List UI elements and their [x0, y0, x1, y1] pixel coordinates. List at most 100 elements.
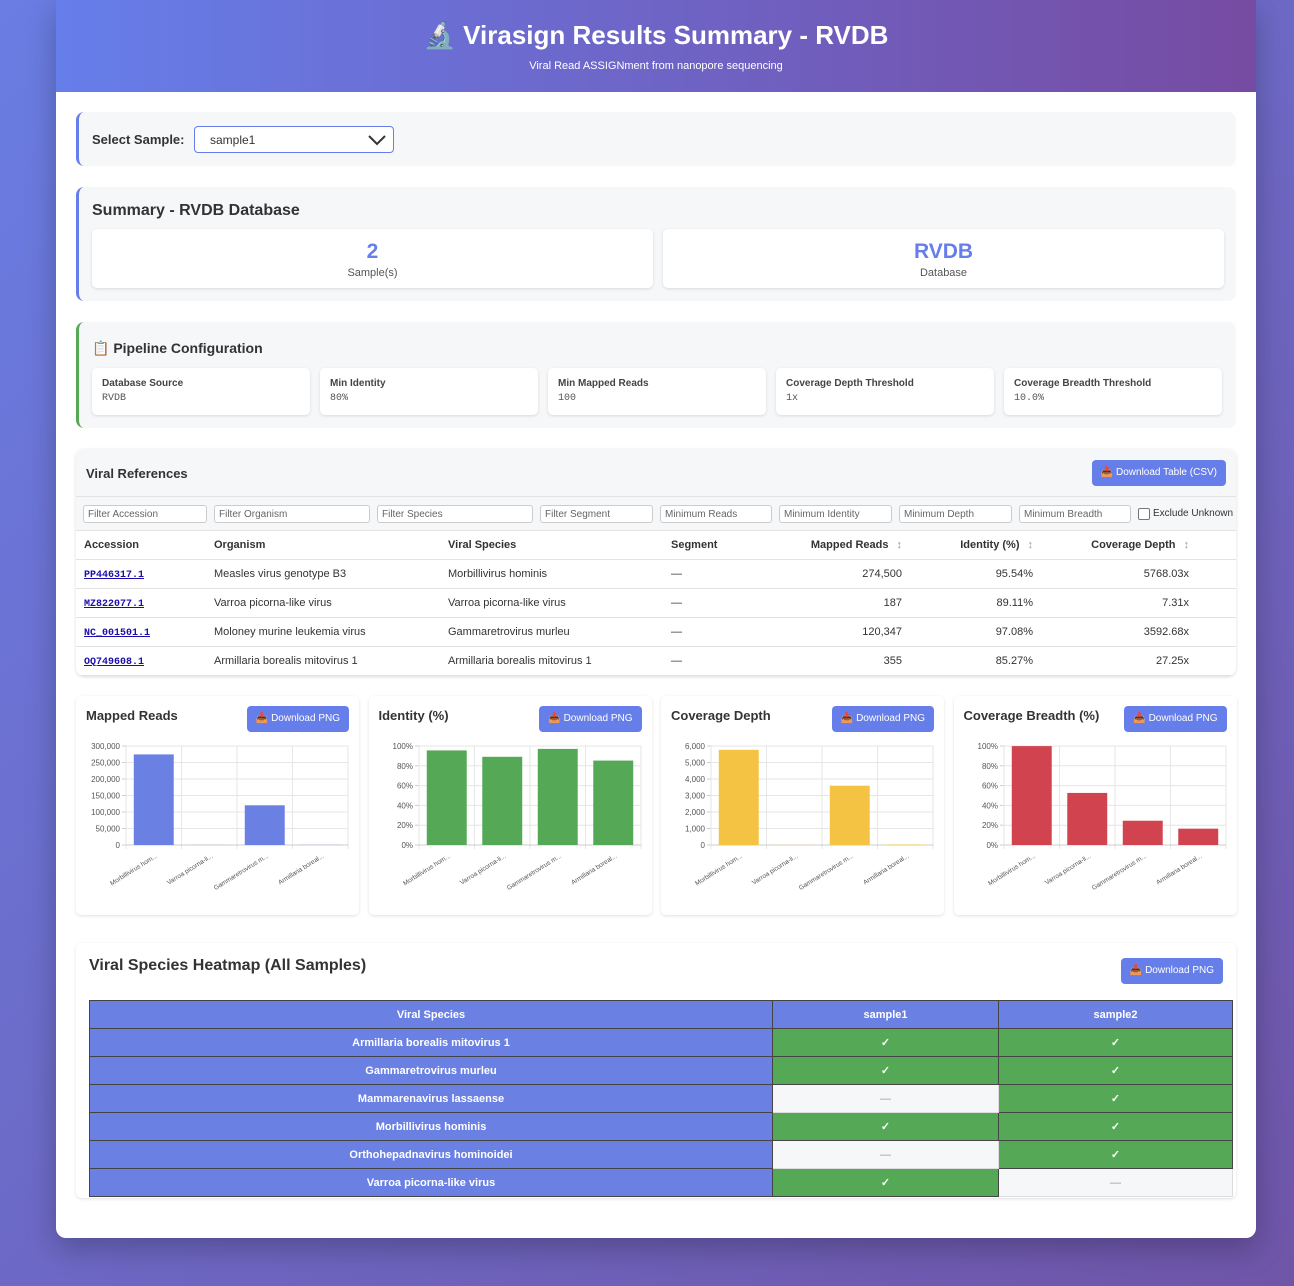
heatmap-species: Morbillivirus hominis: [89, 1112, 773, 1141]
bar: [829, 785, 870, 845]
table-row: MZ822077.1 Varroa picorna-like virus Varro…: [76, 588, 1236, 618]
bar: [133, 754, 174, 845]
y-tick-label: 5,000: [685, 759, 706, 768]
table-cell: 7.31x: [1041, 588, 1197, 618]
table-cell: 97.08%: [910, 617, 1041, 647]
download-png-button[interactable]: 📥 Download PNG: [539, 706, 642, 732]
stat-label: Database: [919, 267, 968, 279]
config-label: Min Mapped Reads: [558, 378, 649, 389]
filter-input[interactable]: Filter Segment: [540, 504, 653, 523]
heatmap-header-row: Viral Species sample1 sample2: [89, 1000, 1233, 1029]
table-cell: 3592.68x: [1041, 617, 1197, 647]
chart: 0 50,000 100,000 150,000 200,000 250,000 300,0…: [91, 742, 349, 892]
heatmap-column-header: sample1: [772, 1000, 999, 1029]
y-tick-label: 150,000: [91, 792, 120, 801]
table-cell: NC_001501.1: [76, 617, 206, 647]
table-cell: MZ822077.1: [76, 588, 206, 618]
filter-input[interactable]: Minimum Breadth: [1019, 504, 1131, 523]
x-tick-label: Armillaria boreal...: [862, 853, 910, 887]
table-cell: —: [663, 588, 764, 618]
references-header: Viral References 📥 Download Table (CSV): [76, 449, 1236, 497]
column-title: Organism: [214, 539, 266, 551]
filter-input[interactable]: Minimum Depth: [899, 504, 1012, 523]
accession-link[interactable]: NC_001501.1: [84, 627, 151, 639]
checkbox[interactable]: [1138, 507, 1150, 520]
config-label: Coverage Depth Threshold: [786, 378, 914, 389]
table-header-row: Accession Organism Viral Species Segment Map…: [76, 531, 1236, 560]
column-header[interactable]: Mapped Reads ↕: [764, 531, 910, 560]
filter-input[interactable]: Minimum Reads: [660, 504, 772, 523]
filter-input[interactable]: Filter Species: [377, 504, 533, 523]
table-cell: Measles virus genotype B3: [206, 559, 440, 589]
column-header[interactable]: Coverage Depth ↕: [1041, 531, 1197, 560]
config-item: Min Mapped Reads 100: [548, 368, 766, 415]
heatmap-cell: ✓: [772, 1056, 999, 1085]
sort-icon: ↕: [896, 539, 903, 551]
accession-link[interactable]: MZ822077.1: [84, 598, 145, 610]
table-cell: Moloney murine leukemia virus: [206, 617, 440, 647]
column-header[interactable]: Coverage Breadth↕: [1197, 531, 1236, 560]
heatmap-row: Gammaretrovirus murleu ✓ ✓: [89, 1056, 1233, 1085]
sample-dropdown[interactable]: sample1: [194, 126, 394, 153]
heatmap-species: Armillaria borealis mitovirus 1: [89, 1028, 773, 1057]
header: 🔬 Virasign Results Summary - RVDB Viral …: [56, 0, 1256, 92]
bar: [244, 805, 285, 845]
sample-selector: Select Sample: sample1: [76, 112, 1236, 166]
table-cell: OQ749608.1: [76, 646, 206, 676]
x-tick-label: Varroa picorna-li...: [1043, 853, 1092, 887]
heatmap-row: Orthohepadnavirus hominoidei — ✓: [89, 1140, 1233, 1169]
download-png-button[interactable]: 📥 Download PNG: [1124, 706, 1227, 732]
chart-title: Coverage Breadth (%): [963, 708, 1100, 723]
summary-title: Summary - RVDB Database: [92, 202, 300, 219]
heatmap-row: Morbillivirus hominis ✓ ✓: [89, 1112, 1233, 1141]
table-cell: 95.54%: [910, 559, 1041, 589]
filter-input[interactable]: Filter Accession: [83, 504, 207, 523]
select-label: Select Sample:: [92, 132, 185, 147]
accession-link[interactable]: PP446317.1: [84, 569, 145, 581]
bar: [1122, 820, 1163, 845]
table-cell: 52.6%: [1197, 588, 1236, 618]
table-cell: Varroa picorna-like virus: [206, 588, 440, 618]
heatmap-table: Viral Species sample1 sample2 Armillaria bo…: [89, 1000, 1233, 1197]
filter-input[interactable]: Minimum Identity: [779, 504, 892, 523]
heatmap-download-button[interactable]: 📥 Download PNG: [1120, 958, 1223, 984]
filter-input[interactable]: Filter Organism: [214, 504, 370, 523]
accession-link[interactable]: OQ749608.1: [84, 656, 145, 668]
config-label: Coverage Breadth Threshold: [1014, 378, 1152, 389]
stat-value: 2: [366, 240, 379, 263]
y-tick-label: 100,000: [91, 808, 120, 817]
heatmap-cell: ✓: [998, 1084, 1233, 1113]
y-tick-label: 0%: [986, 841, 998, 850]
table-cell: 274,500: [764, 559, 910, 589]
heatmap-species: Gammaretrovirus murleu: [89, 1056, 773, 1085]
table-row: OQ749608.1 Armillaria borealis mitovirus …: [76, 646, 1236, 676]
heatmap-column-header: sample2: [998, 1000, 1233, 1029]
chart-card: Identity (%) 📥 Download PNG 0% 20% 40% 60% 80%…: [368, 696, 652, 915]
y-tick-label: 60%: [396, 782, 412, 791]
bar: [481, 756, 522, 845]
table-cell: —: [663, 646, 764, 676]
heatmap-column-header: Viral Species: [89, 1000, 773, 1029]
table-cell: 120,347: [764, 617, 910, 647]
download-png-button[interactable]: 📥 Download PNG: [246, 706, 349, 732]
table-cell: 27.25x: [1041, 646, 1197, 676]
sort-icon: ↕: [1027, 539, 1034, 551]
selected-sample: sample1: [210, 133, 256, 147]
column-title: Coverage Depth: [1091, 539, 1176, 551]
table-cell: —: [663, 617, 764, 647]
table-cell: 99.9%: [1197, 559, 1236, 589]
stat-label: Sample(s): [347, 267, 398, 279]
x-tick-label: Gammaretrovirus m...: [798, 853, 855, 892]
bar: [1066, 792, 1107, 845]
download-csv-button[interactable]: 📥 Download Table (CSV): [1091, 460, 1226, 486]
x-tick-label: Armillaria boreal...: [277, 853, 325, 887]
x-tick-label: Varroa picorna-li...: [458, 853, 507, 887]
y-tick-label: 50,000: [96, 825, 121, 834]
chart: 0% 20% 40% 60% 80% 100% Morbillivirus hom... Va…: [977, 742, 1226, 892]
chart-card: Coverage Breadth (%) 📥 Download PNG 0% 20% 4…: [953, 696, 1237, 915]
stat-card: 2 Sample(s): [92, 229, 653, 288]
download-png-button[interactable]: 📥 Download PNG: [831, 706, 934, 732]
column-header[interactable]: Identity (%) ↕: [910, 531, 1041, 560]
x-tick-label: Gammaretrovirus m...: [505, 853, 562, 892]
